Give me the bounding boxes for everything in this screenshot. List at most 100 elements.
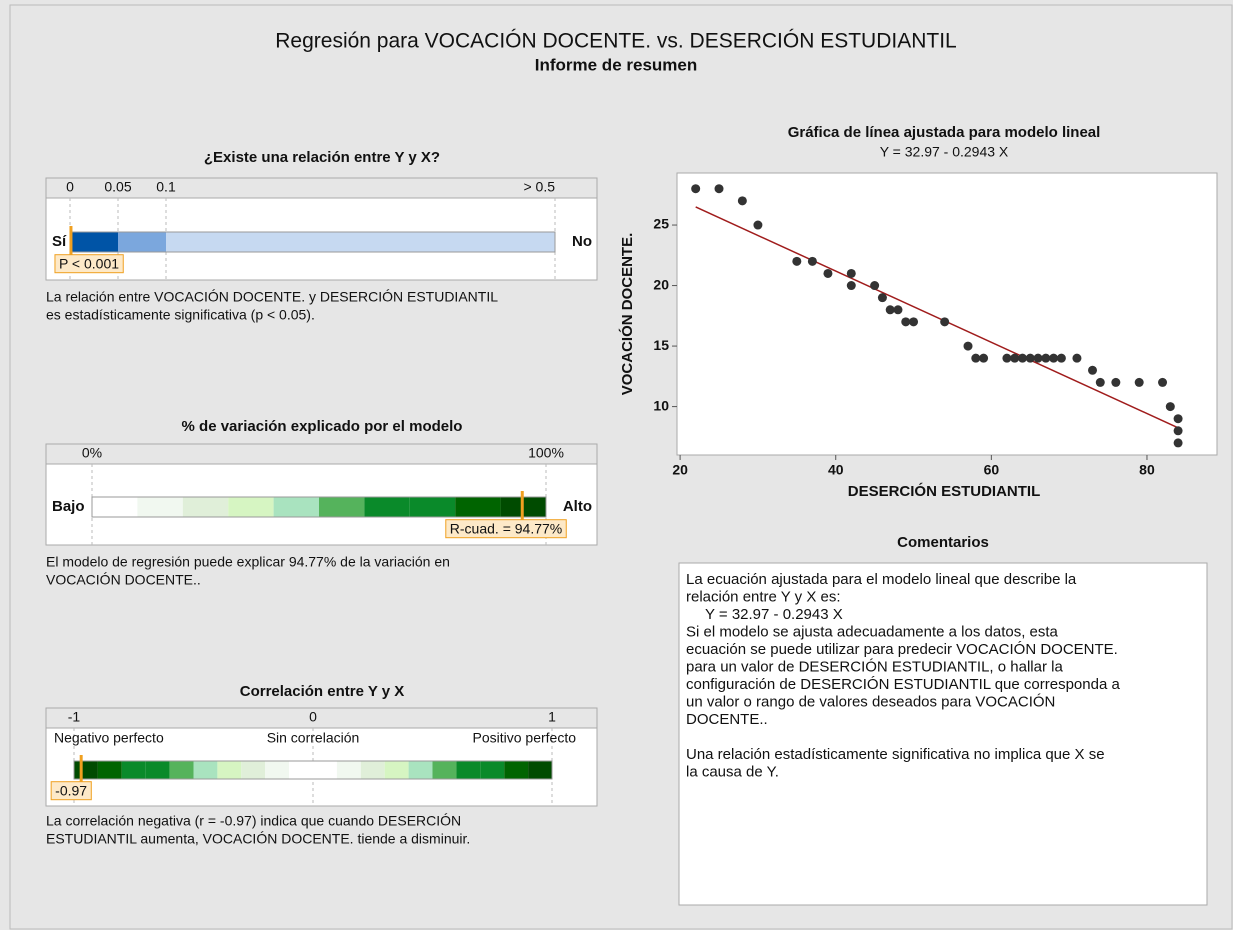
point <box>1134 377 1144 387</box>
gauge-segment <box>241 761 266 779</box>
gauge-segment <box>336 761 361 779</box>
point <box>807 256 817 266</box>
point <box>846 268 856 278</box>
tick-label: 0 <box>309 709 317 725</box>
point <box>1025 353 1035 363</box>
point <box>909 317 919 327</box>
gauge-segment <box>319 497 365 517</box>
tick-label: 0.1 <box>156 179 176 195</box>
gauge-segment <box>455 497 501 517</box>
tick-label: > 0.5 <box>523 179 555 195</box>
gauge-text: La relación entre VOCACIÓN DOCENTE. y DE… <box>46 289 498 305</box>
comments-box <box>678 562 1208 906</box>
gauge-category: Sin correlación <box>267 730 360 746</box>
gauge-text: es estadísticamente significativa (p < 0… <box>46 307 315 323</box>
point <box>1049 353 1059 363</box>
point <box>1072 353 1082 363</box>
gauge-right: No <box>572 233 592 250</box>
x-tick-label: 20 <box>672 462 688 478</box>
comment-line: relación entre Y y X es: <box>686 588 841 605</box>
point <box>1173 426 1183 436</box>
point <box>1173 414 1183 424</box>
chart-subtitle: Y = 32.97 - 0.2943 X <box>880 144 1009 160</box>
point <box>1010 353 1020 363</box>
gauge-right: Alto <box>563 498 592 515</box>
gauge-segment <box>166 232 555 252</box>
gauge-category: Negativo perfecto <box>54 730 164 746</box>
point <box>979 353 989 363</box>
gauge-segment <box>145 761 170 779</box>
gauge-text: VOCACIÓN DOCENTE.. <box>46 572 201 588</box>
x-tick-label: 40 <box>828 462 844 478</box>
gauge-segment <box>364 497 410 517</box>
comment-line: la causa de Y. <box>686 763 779 780</box>
point <box>1002 353 1012 363</box>
y-tick-label: 10 <box>653 397 669 413</box>
gauge-segment <box>408 761 433 779</box>
gauge-category: Positivo perfecto <box>473 730 577 746</box>
gauge-header <box>45 177 598 199</box>
y-axis-label: VOCACIÓN DOCENTE. <box>618 233 636 396</box>
comment-line: Y = 32.97 - 0.2943 X <box>705 606 843 623</box>
gauge-header <box>45 443 598 465</box>
point <box>893 305 903 315</box>
title: Regresión para VOCACIÓN DOCENTE. vs. DES… <box>275 30 957 53</box>
comment-line: configuración de DESERCIÓN ESTUDIANTIL q… <box>686 676 1120 693</box>
point <box>877 293 887 303</box>
gauge-text: ESTUDIANTIL aumenta, VOCACIÓN DOCENTE. t… <box>46 831 470 847</box>
section-title: Correlación entre Y y X <box>240 683 405 700</box>
point <box>714 184 724 194</box>
point <box>792 256 802 266</box>
gauge-header <box>45 707 598 729</box>
subtitle: Informe de resumen <box>535 55 698 74</box>
gauge-segment <box>137 497 183 517</box>
point <box>1111 377 1121 387</box>
y-tick-label: 15 <box>653 337 669 353</box>
point <box>691 184 701 194</box>
gauge-segment <box>480 761 505 779</box>
gauge-outline <box>91 496 547 518</box>
gauge-segment <box>169 761 194 779</box>
y-tick-label: 25 <box>653 216 669 232</box>
gauge-segment <box>456 761 481 779</box>
comment-line: un valor o rango de valores deseados par… <box>686 693 1055 710</box>
gauge-segment <box>118 232 166 252</box>
comment-line: ecuación se puede utilizar para predecir… <box>686 641 1118 658</box>
point <box>1056 353 1066 363</box>
gauge-segment <box>409 497 456 517</box>
comment-line: Una relación estadísticamente significat… <box>686 746 1105 763</box>
tick-label: 0.05 <box>104 179 131 195</box>
gauge-segment <box>313 761 337 779</box>
tick-label: -1 <box>68 709 81 725</box>
marker-box <box>50 781 92 801</box>
gauge-segment <box>70 232 118 252</box>
gauge-segment <box>360 761 385 779</box>
gauge-segment <box>193 761 218 779</box>
y-tick-label: 20 <box>653 276 669 292</box>
point <box>870 281 880 291</box>
section-title: % de variación explicado por el modelo <box>182 418 463 435</box>
point <box>971 353 981 363</box>
x-axis-label: DESERCIÓN ESTUDIANTIL <box>848 482 1041 500</box>
point <box>753 220 763 230</box>
gauge-text: El modelo de regresión puede explicar 94… <box>46 554 450 570</box>
fit-line <box>695 206 1179 429</box>
marker-label: P < 0.001 <box>59 256 119 272</box>
gauge-segment <box>217 761 242 779</box>
gauge-left: Sí <box>52 233 67 250</box>
comment-line: para un valor de DESERCIÓN ESTUDIANTIL, … <box>686 658 1063 675</box>
marker-box <box>445 519 567 539</box>
marker-label: -0.97 <box>55 783 87 799</box>
tick-label: 0 <box>66 179 74 195</box>
point <box>846 281 856 291</box>
gauge-segment <box>265 761 290 779</box>
plot-area <box>676 172 1218 456</box>
point <box>1173 438 1183 448</box>
gauge-segment <box>273 497 319 517</box>
tick-label: 100% <box>528 445 564 461</box>
marker-box <box>54 254 124 274</box>
gauge-segment <box>289 761 313 779</box>
point <box>1017 353 1027 363</box>
point <box>1033 353 1043 363</box>
